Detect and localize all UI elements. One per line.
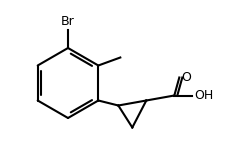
Text: O: O: [181, 71, 191, 84]
Text: Br: Br: [61, 15, 75, 28]
Text: OH: OH: [194, 89, 214, 102]
